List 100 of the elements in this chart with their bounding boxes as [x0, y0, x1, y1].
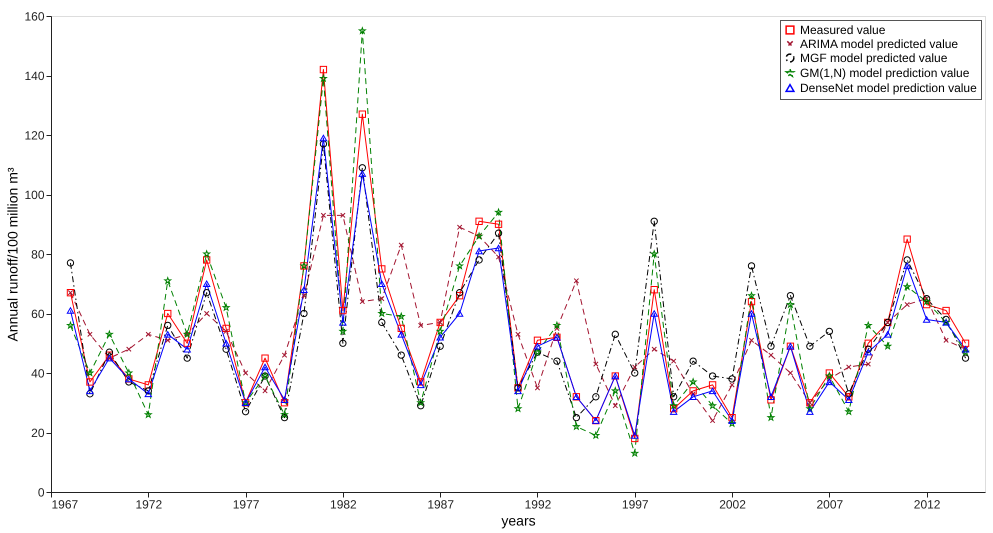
point	[864, 322, 872, 328]
point	[962, 340, 970, 347]
point	[728, 417, 736, 424]
point	[943, 338, 949, 343]
x-tick-label: 1987	[427, 498, 454, 512]
point	[689, 357, 697, 365]
point	[786, 300, 794, 308]
point	[358, 110, 366, 118]
point	[339, 340, 347, 347]
point	[282, 352, 288, 358]
point	[494, 220, 502, 228]
point	[358, 27, 366, 34]
point	[767, 396, 775, 404]
point	[554, 326, 560, 332]
point	[884, 342, 892, 350]
point	[826, 378, 833, 386]
point	[534, 336, 542, 344]
point	[690, 378, 697, 385]
point	[690, 391, 696, 397]
y-tick-label: 60	[31, 307, 45, 321]
point	[572, 422, 580, 430]
point	[574, 278, 580, 284]
point	[631, 432, 638, 439]
y-tick-label: 100	[24, 188, 45, 202]
point	[768, 352, 774, 358]
x-tick-label: 1977	[232, 498, 260, 512]
point	[572, 414, 580, 422]
point	[514, 388, 522, 394]
point	[612, 387, 619, 394]
point	[728, 414, 736, 422]
point	[378, 265, 386, 273]
point	[534, 342, 542, 350]
point	[436, 342, 444, 350]
point	[826, 328, 833, 336]
point	[650, 286, 658, 294]
point	[164, 277, 172, 284]
y-tick-label: 120	[24, 128, 45, 142]
point	[398, 242, 404, 248]
x-tick-label: 2012	[914, 498, 941, 512]
point	[146, 332, 152, 338]
point	[904, 262, 911, 270]
point	[164, 331, 172, 338]
y-axis-title: Annual runoff/100 million m³	[4, 167, 20, 342]
point	[650, 310, 658, 317]
point	[864, 348, 872, 356]
point	[106, 330, 113, 338]
point	[144, 387, 152, 395]
point	[904, 235, 911, 243]
point	[845, 396, 852, 404]
y-tick-label: 0	[38, 486, 45, 500]
point	[378, 310, 386, 317]
y-tick-label: 160	[24, 10, 45, 24]
point	[592, 393, 600, 400]
point	[436, 328, 444, 334]
y-tick-label: 20	[31, 426, 45, 440]
point	[632, 364, 638, 370]
point	[553, 322, 560, 328]
point	[222, 324, 230, 332]
point	[106, 351, 114, 359]
legend-label: GM(1,N) model prediction value	[800, 66, 970, 80]
point	[280, 399, 288, 406]
point	[826, 369, 833, 377]
point	[184, 340, 191, 347]
point	[592, 432, 600, 439]
point	[339, 319, 347, 326]
point	[515, 332, 521, 338]
point	[242, 370, 248, 376]
point	[866, 361, 871, 367]
point	[320, 134, 328, 142]
point	[942, 316, 950, 324]
point	[670, 405, 678, 412]
point	[242, 408, 250, 416]
point	[126, 346, 132, 352]
point	[360, 298, 366, 304]
point	[494, 244, 502, 252]
point	[670, 408, 678, 415]
point	[144, 381, 152, 389]
point	[320, 212, 326, 218]
x-tick-label: 1967	[52, 498, 79, 512]
point	[962, 354, 970, 362]
point	[748, 338, 754, 343]
point	[650, 250, 658, 258]
point	[806, 342, 814, 350]
point	[767, 394, 775, 400]
point	[164, 322, 172, 330]
point	[87, 332, 93, 338]
point	[514, 405, 522, 412]
point	[475, 256, 483, 264]
point	[417, 402, 424, 410]
point	[86, 388, 94, 394]
point	[612, 330, 619, 338]
point	[66, 259, 74, 267]
point	[729, 382, 735, 388]
point	[144, 410, 152, 418]
point	[904, 302, 910, 308]
point	[495, 208, 502, 216]
point	[553, 357, 561, 365]
point	[826, 372, 833, 380]
point	[709, 402, 716, 409]
point	[496, 254, 502, 260]
